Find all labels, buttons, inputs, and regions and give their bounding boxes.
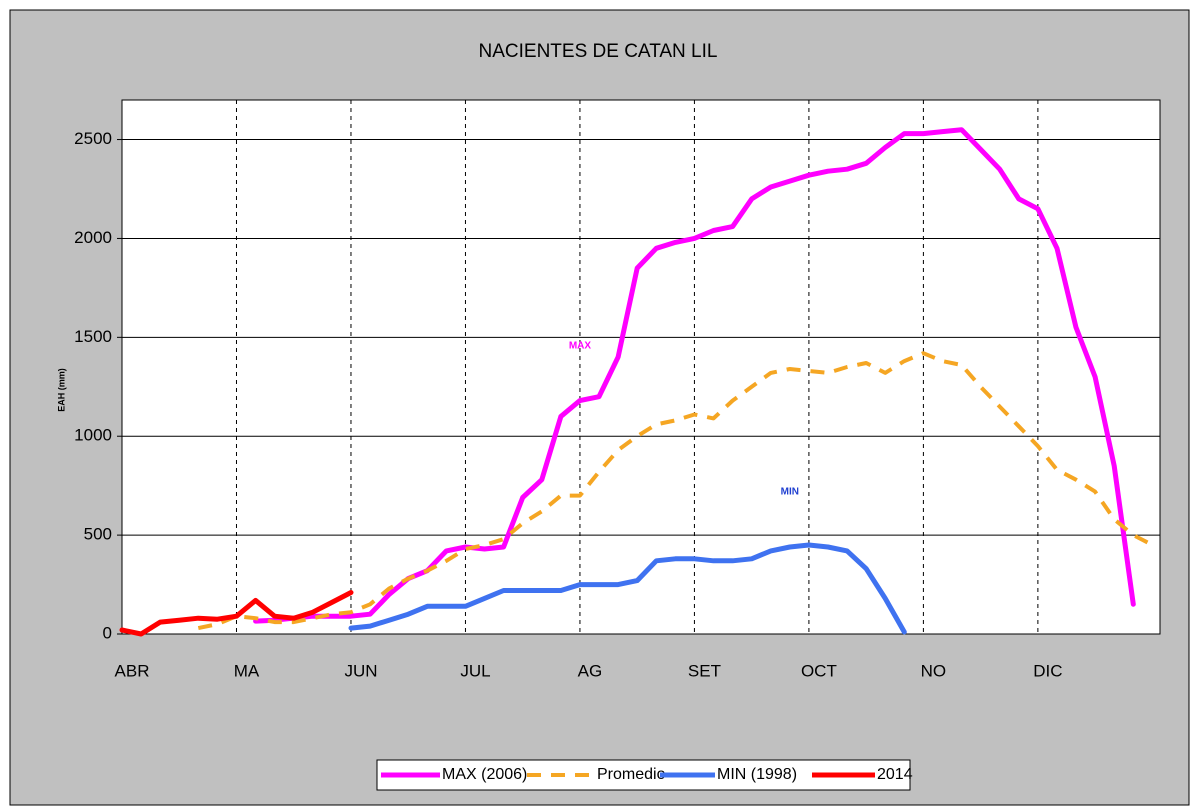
y-tick-label: 1000: [74, 426, 112, 445]
series-line: [348, 542, 907, 635]
plot-area: [121, 99, 1161, 635]
x-tick-label: SET: [688, 661, 721, 680]
annotation: MAX: [569, 340, 592, 351]
y-axis-label: EAH (mm): [56, 368, 66, 412]
x-tick-label: AG: [578, 661, 603, 680]
series-line: [119, 590, 354, 637]
x-tick-label: JUN: [344, 661, 377, 680]
legend-label: Promedio: [597, 766, 666, 783]
x-tick-label: NO: [921, 661, 947, 680]
chart-title: NACIENTES DE CATAN LIL: [479, 41, 718, 62]
y-tick-label: 0: [103, 623, 112, 642]
legend-label: MIN (1998): [717, 766, 797, 783]
x-tick-label: OCT: [801, 661, 837, 680]
y-tick-label: 2000: [74, 228, 112, 247]
y-tick-label: 500: [84, 525, 112, 544]
x-tick-label: JUL: [460, 661, 490, 680]
series-line: [253, 127, 1136, 624]
x-tick-label: DIC: [1033, 661, 1062, 680]
legend-label: 2014: [877, 766, 913, 783]
x-tick-label: MA: [234, 661, 260, 680]
y-tick-label: 2500: [74, 129, 112, 148]
legend-label: MAX (2006): [442, 766, 527, 783]
x-tick-label: ABR: [115, 661, 150, 680]
y-tick-label: 1500: [74, 327, 112, 346]
annotation: MIN: [781, 487, 799, 498]
